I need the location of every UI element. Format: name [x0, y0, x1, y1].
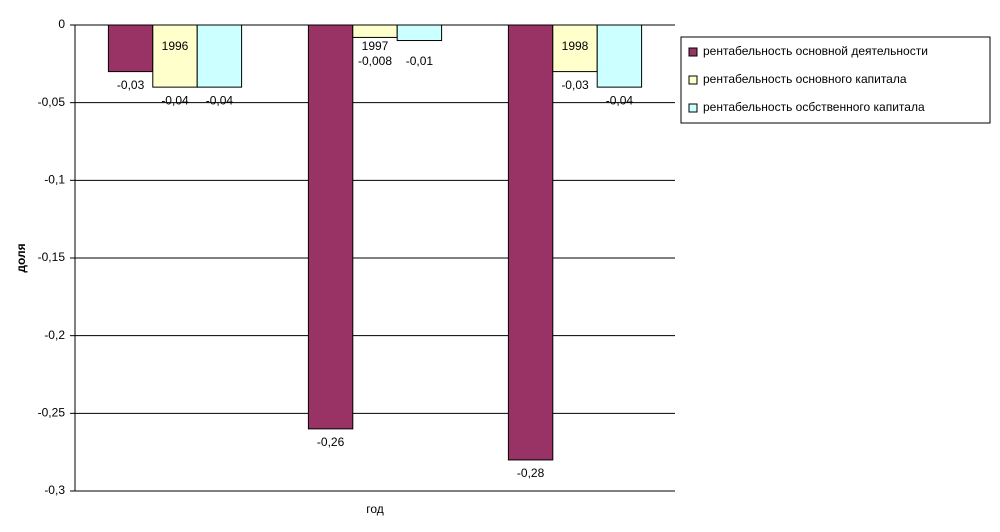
x-axis-label: год	[366, 502, 384, 516]
y-tick-label: -0,3	[44, 483, 65, 497]
bar	[107, 24, 154, 73]
value-label: -0,28	[517, 466, 545, 480]
value-label: -0,04	[161, 93, 189, 107]
value-label: -0,03	[117, 78, 145, 92]
legend-swatch	[688, 103, 698, 113]
y-tick-label: -0,25	[38, 406, 66, 420]
bar	[352, 24, 398, 38]
value-label: -0,26	[317, 435, 345, 449]
y-tick-label: 0	[58, 17, 65, 31]
value-label: -0,008	[358, 54, 392, 68]
y-tick-label: -0,2	[44, 328, 65, 342]
x-tick-label: 1996	[162, 39, 189, 53]
bar	[507, 24, 554, 461]
bar	[552, 24, 598, 73]
y-tick-label: -0,05	[38, 95, 66, 109]
x-tick-label: 1998	[562, 39, 589, 53]
value-label: -0,01	[406, 54, 434, 68]
y-tick-label: -0,15	[38, 250, 66, 264]
legend-box	[680, 36, 991, 124]
bar	[396, 24, 443, 42]
y-tick-label: -0,1	[44, 173, 65, 187]
value-label: -0,04	[206, 93, 234, 107]
bar	[307, 24, 354, 430]
legend-label: рентабельность осбственного капитала	[703, 100, 925, 114]
legend-label: рентабельность основного капитала	[703, 72, 907, 86]
bar	[596, 24, 643, 88]
y-axis-label: доля	[14, 243, 28, 272]
legend-swatch	[688, 75, 698, 85]
value-label: -0,04	[606, 93, 634, 107]
legend-swatch	[688, 47, 698, 57]
legend-label: рентабельность основной деятельности	[703, 44, 928, 58]
bar	[196, 24, 243, 88]
value-label: -0,03	[561, 78, 589, 92]
bar	[152, 24, 198, 88]
x-tick-label: 1997	[362, 39, 389, 53]
